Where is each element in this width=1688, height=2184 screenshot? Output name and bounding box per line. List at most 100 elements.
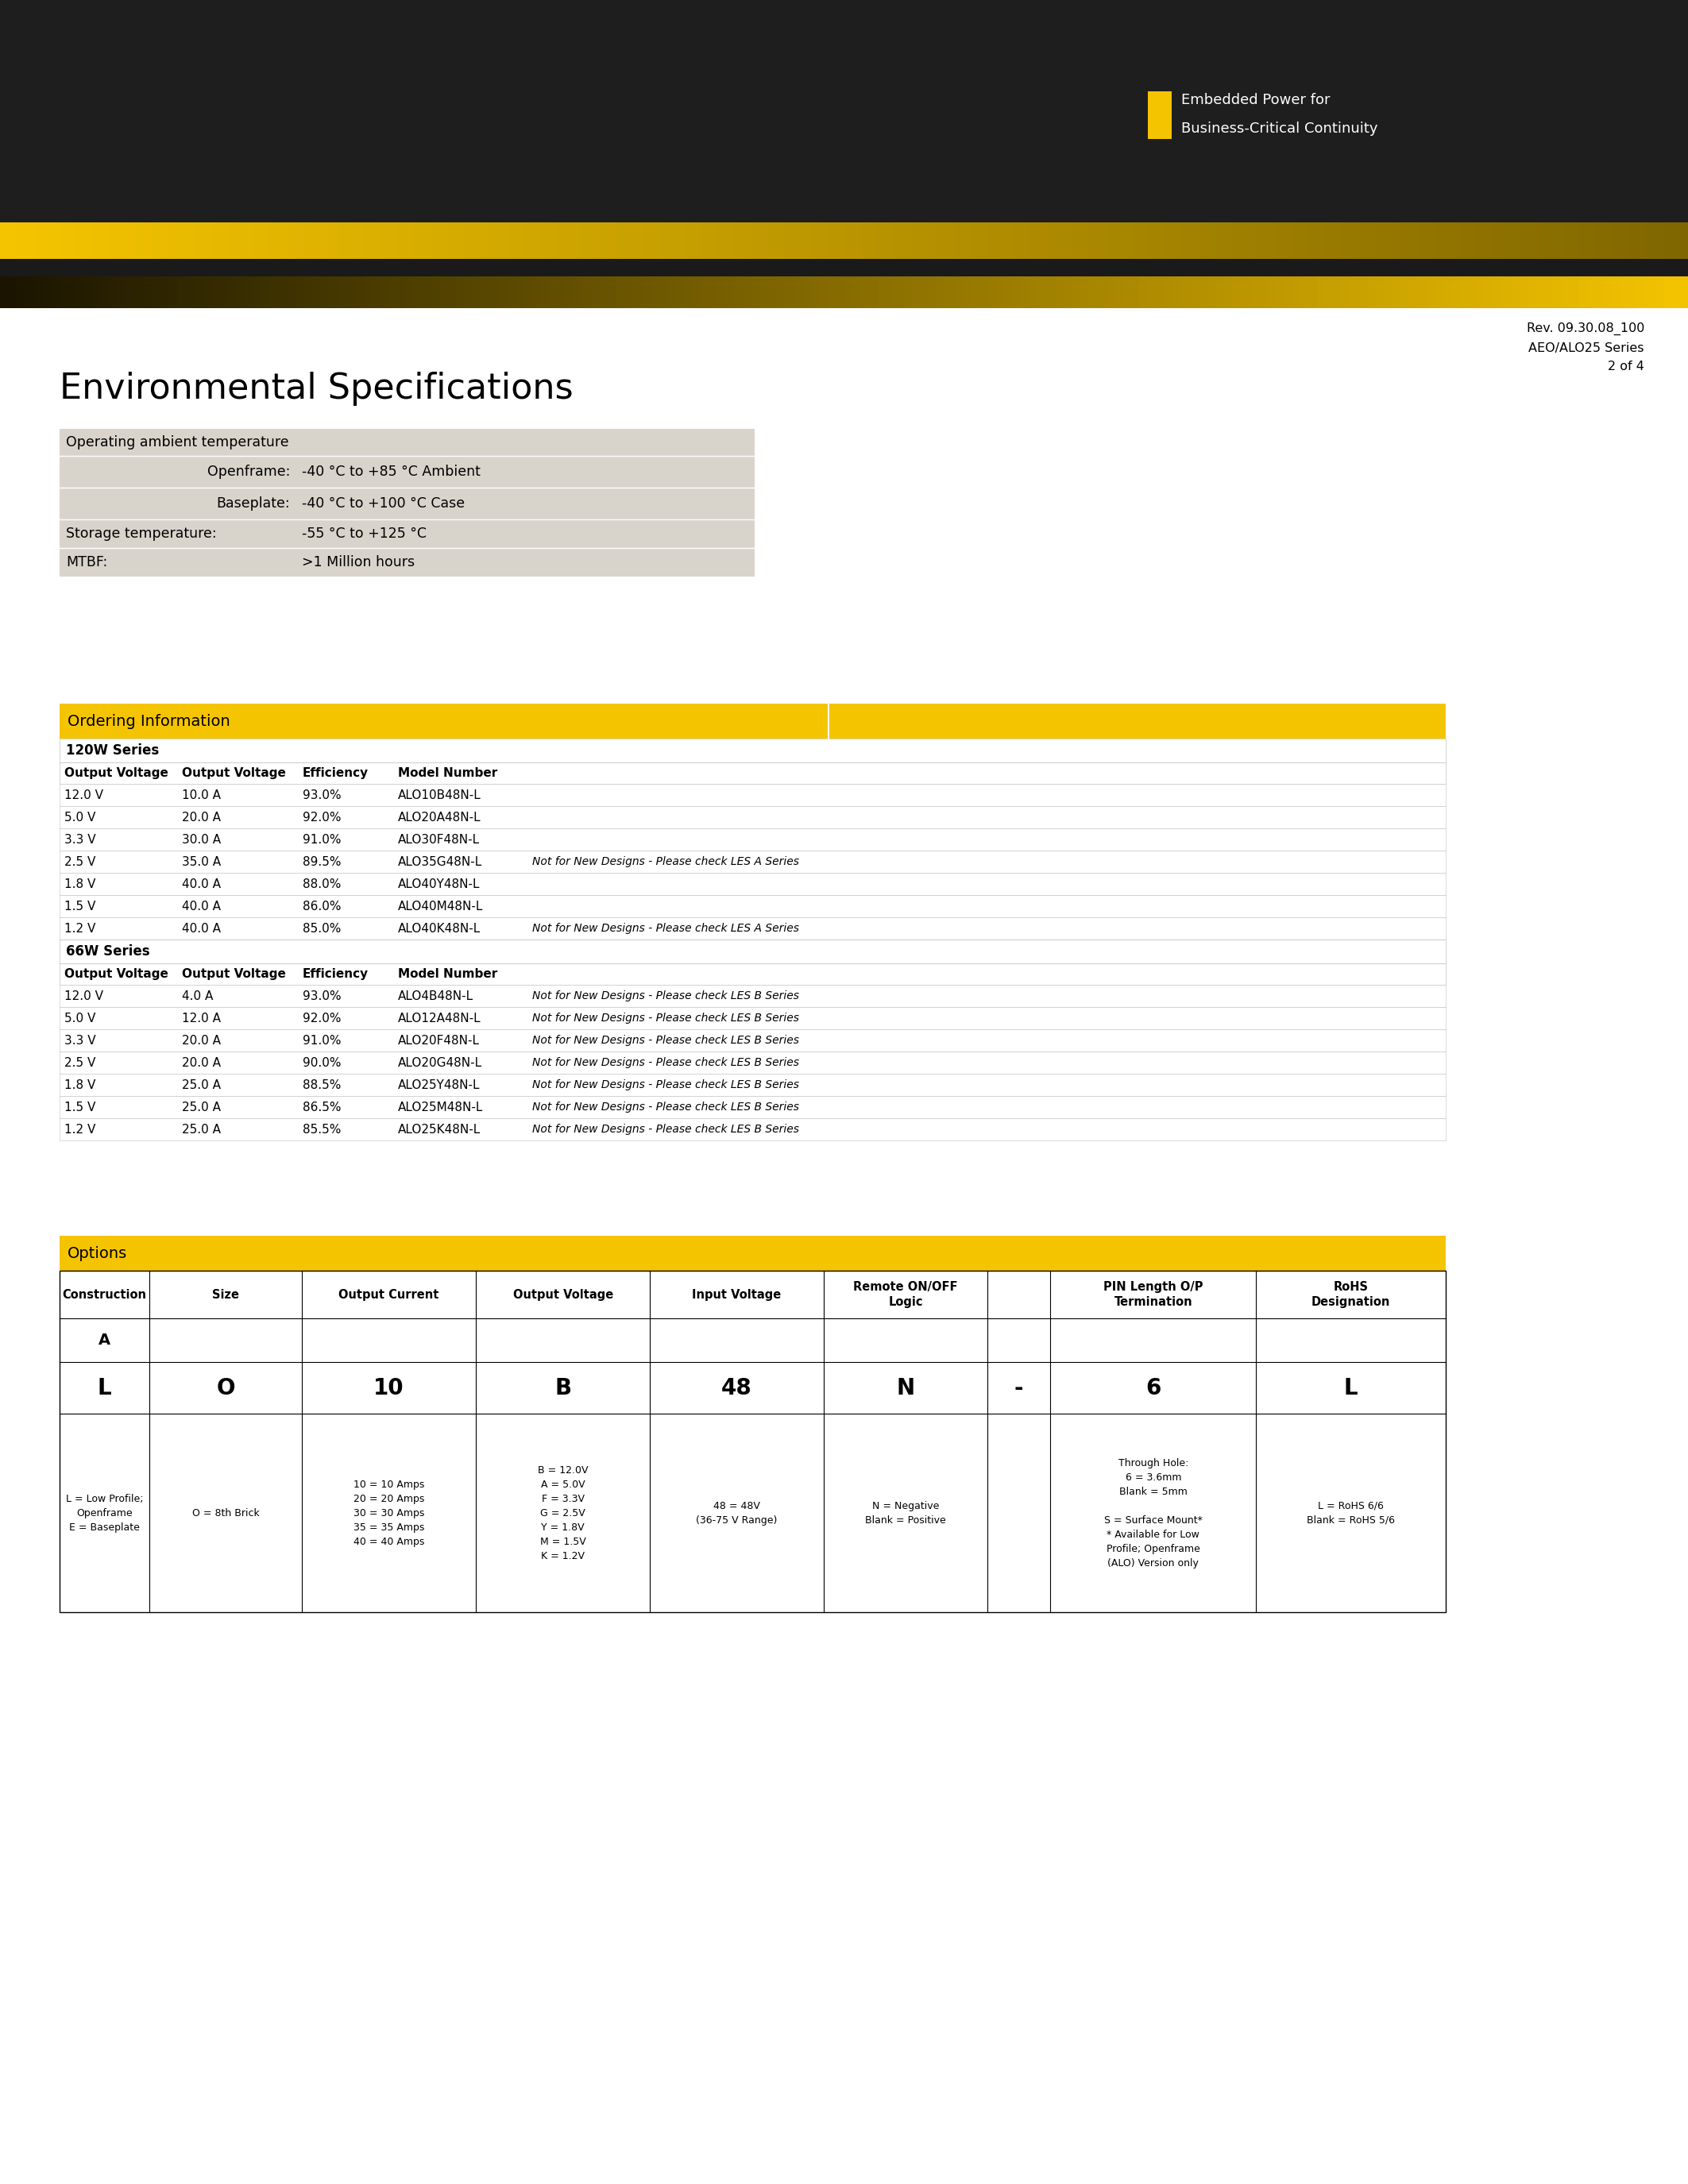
Text: ALO20F48N-L: ALO20F48N-L bbox=[398, 1035, 479, 1046]
Text: 40.0 A: 40.0 A bbox=[182, 922, 221, 935]
Text: 85.0%: 85.0% bbox=[302, 922, 341, 935]
Text: Efficiency: Efficiency bbox=[302, 767, 368, 780]
Bar bbox=[1215, 223, 1224, 260]
Bar bbox=[844, 277, 852, 308]
Bar bbox=[1545, 223, 1553, 260]
Bar bbox=[1300, 223, 1308, 260]
Bar bbox=[59, 806, 1445, 828]
Bar bbox=[1460, 277, 1469, 308]
Bar bbox=[599, 223, 608, 260]
Text: 12.0 V: 12.0 V bbox=[64, 989, 103, 1002]
Bar bbox=[962, 223, 971, 260]
Text: Not for New Designs - Please check LES B Series: Not for New Designs - Please check LES B… bbox=[532, 1035, 798, 1046]
Bar bbox=[405, 223, 414, 260]
Bar bbox=[177, 277, 186, 308]
Text: 91.0%: 91.0% bbox=[302, 1035, 341, 1046]
Bar bbox=[51, 223, 59, 260]
Bar bbox=[160, 223, 169, 260]
Bar bbox=[1063, 223, 1072, 260]
Text: -55 °C to +125 °C: -55 °C to +125 °C bbox=[302, 526, 427, 542]
Bar bbox=[1629, 223, 1637, 260]
Bar bbox=[1249, 277, 1258, 308]
Bar bbox=[557, 223, 565, 260]
Text: 48 = 48V
(36-75 V Range): 48 = 48V (36-75 V Range) bbox=[695, 1500, 778, 1524]
Bar bbox=[430, 223, 439, 260]
Bar bbox=[1080, 223, 1089, 260]
Bar bbox=[540, 223, 549, 260]
Text: Baseplate:: Baseplate: bbox=[216, 496, 290, 511]
Bar bbox=[996, 223, 1004, 260]
Bar bbox=[1469, 277, 1477, 308]
Text: MTBF:: MTBF: bbox=[66, 555, 108, 570]
Bar bbox=[1089, 277, 1097, 308]
Text: 89.5%: 89.5% bbox=[302, 856, 341, 867]
Bar bbox=[245, 277, 253, 308]
Bar bbox=[59, 1096, 1445, 1118]
Bar bbox=[253, 223, 262, 260]
Text: 92.0%: 92.0% bbox=[302, 810, 341, 823]
Bar bbox=[1367, 277, 1376, 308]
Bar bbox=[1477, 277, 1485, 308]
Bar bbox=[574, 277, 582, 308]
Bar bbox=[903, 223, 912, 260]
Bar bbox=[1612, 277, 1620, 308]
Bar bbox=[565, 223, 574, 260]
Bar bbox=[1469, 223, 1477, 260]
Text: Embedded Power for: Embedded Power for bbox=[1182, 94, 1330, 107]
Bar bbox=[270, 223, 279, 260]
Bar bbox=[1224, 223, 1232, 260]
Bar bbox=[338, 277, 346, 308]
Bar bbox=[1359, 277, 1367, 308]
Bar bbox=[912, 223, 920, 260]
Bar bbox=[304, 277, 312, 308]
Bar bbox=[1393, 277, 1401, 308]
Text: 10.0 A: 10.0 A bbox=[182, 788, 221, 802]
Bar bbox=[464, 277, 473, 308]
Bar bbox=[1570, 223, 1578, 260]
Bar bbox=[1350, 223, 1359, 260]
Bar bbox=[59, 1029, 1445, 1051]
Bar bbox=[667, 277, 675, 308]
Bar bbox=[17, 223, 25, 260]
Bar bbox=[1671, 277, 1680, 308]
Bar bbox=[1089, 223, 1097, 260]
Bar bbox=[675, 277, 684, 308]
Bar bbox=[59, 1271, 1445, 1612]
Bar bbox=[219, 223, 228, 260]
Text: -: - bbox=[1014, 1376, 1023, 1400]
Bar bbox=[118, 223, 127, 260]
Bar bbox=[1663, 223, 1671, 260]
Bar bbox=[793, 277, 802, 308]
Bar bbox=[68, 223, 76, 260]
Bar bbox=[59, 1236, 1445, 1271]
Text: A: A bbox=[98, 1332, 110, 1348]
Bar bbox=[1587, 223, 1595, 260]
Text: 5.0 V: 5.0 V bbox=[64, 1011, 96, 1024]
Text: Size: Size bbox=[213, 1289, 240, 1299]
Bar bbox=[1131, 223, 1139, 260]
Bar bbox=[852, 223, 861, 260]
Text: Construction: Construction bbox=[62, 1289, 147, 1299]
Bar bbox=[76, 223, 84, 260]
Bar bbox=[1266, 223, 1274, 260]
Bar bbox=[84, 223, 93, 260]
Bar bbox=[684, 223, 692, 260]
Bar bbox=[549, 223, 557, 260]
Bar bbox=[1156, 223, 1165, 260]
Bar bbox=[1055, 277, 1063, 308]
Bar bbox=[59, 428, 755, 577]
Bar bbox=[338, 223, 346, 260]
Text: 12.0 V: 12.0 V bbox=[64, 788, 103, 802]
Text: 86.5%: 86.5% bbox=[302, 1101, 341, 1114]
Bar bbox=[895, 277, 903, 308]
Bar bbox=[1198, 277, 1207, 308]
Bar bbox=[1528, 277, 1536, 308]
Bar bbox=[101, 223, 110, 260]
Bar bbox=[279, 223, 287, 260]
Text: Output Voltage: Output Voltage bbox=[513, 1289, 613, 1299]
Bar bbox=[1620, 277, 1629, 308]
Bar bbox=[0, 277, 8, 308]
Bar bbox=[743, 277, 751, 308]
Bar bbox=[1021, 277, 1030, 308]
Bar bbox=[1055, 223, 1063, 260]
